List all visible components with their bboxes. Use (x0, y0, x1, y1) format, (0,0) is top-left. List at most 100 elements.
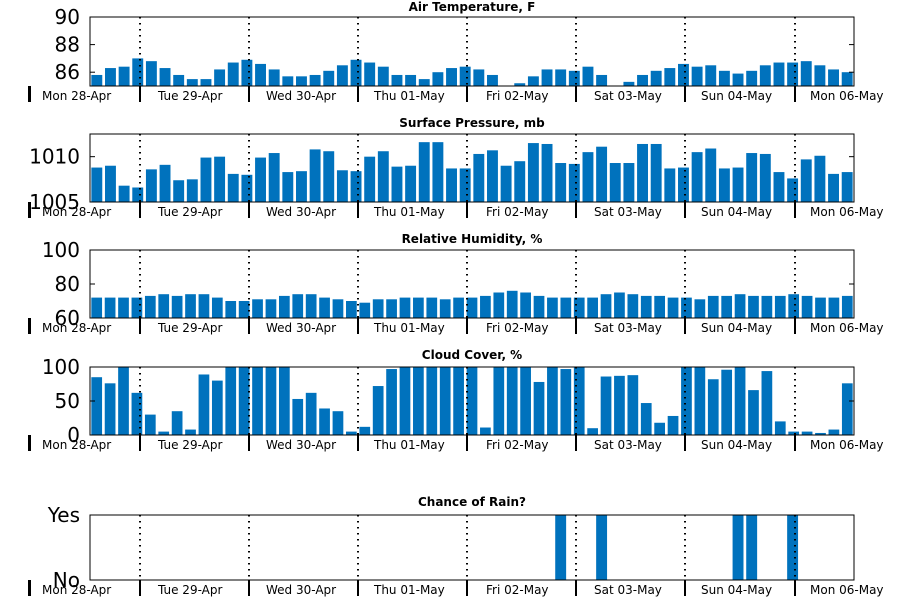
x-tick-label: Wed 30-Apr (266, 321, 336, 335)
chart-panel-2: Surface Pressure, mb 1005 1010 Mon 28-Apr Tu… (28, 116, 884, 219)
bar (609, 163, 621, 202)
bar (227, 173, 239, 202)
y-tick-label: 60 (55, 306, 80, 330)
bar (487, 150, 498, 202)
bar (268, 153, 280, 202)
bar (405, 74, 417, 86)
bar (773, 62, 785, 86)
bar (732, 167, 744, 202)
bar (372, 299, 384, 318)
x-tick-label: Sat 03-May (594, 89, 662, 103)
bar (640, 403, 652, 435)
bar (841, 383, 853, 435)
bar (241, 59, 253, 86)
x-tick-label: Mon 28-Apr (42, 583, 111, 597)
bar (466, 297, 478, 318)
bar (627, 375, 639, 435)
bar (453, 367, 464, 435)
bar (336, 65, 348, 86)
bar (185, 294, 196, 318)
bar (173, 74, 185, 86)
axis-marker (28, 86, 31, 102)
bar (787, 178, 799, 202)
bar (118, 367, 129, 435)
bar (705, 148, 717, 202)
bar (654, 295, 666, 318)
bar (555, 163, 567, 202)
bar (667, 415, 679, 435)
bar (694, 367, 706, 435)
x-tick-label: Sat 03-May (594, 205, 662, 219)
bar (500, 165, 512, 202)
bar (252, 367, 263, 435)
x-tick-label: Mon 06-May (810, 321, 884, 335)
axis-marker (28, 435, 31, 451)
bar (309, 74, 321, 86)
bar (694, 299, 706, 318)
bar (520, 367, 531, 435)
bar (815, 432, 826, 435)
bar (131, 392, 143, 435)
bar (346, 301, 357, 318)
bar (91, 297, 103, 318)
bar (667, 297, 679, 318)
bar (493, 292, 505, 318)
y-tick-label: 50 (55, 389, 80, 413)
x-tick-label: Fri 02-May (486, 89, 549, 103)
bar (439, 299, 451, 318)
axis-marker (28, 202, 31, 218)
bar (91, 167, 103, 202)
bar (614, 292, 625, 318)
bar (582, 66, 594, 86)
bar (144, 414, 156, 435)
bar (265, 299, 277, 318)
axis-marker (28, 580, 31, 596)
bar (480, 427, 491, 435)
bar (118, 66, 130, 86)
bar (681, 297, 692, 318)
bar (459, 168, 471, 202)
bar (527, 76, 539, 86)
bar (200, 157, 212, 202)
bar (268, 69, 280, 86)
bar (459, 66, 471, 86)
bar (573, 297, 585, 318)
x-tick-label: Wed 30-Apr (266, 89, 336, 103)
x-tick-label: Fri 02-May (486, 321, 549, 335)
bar (118, 297, 129, 318)
panel-frame (89, 514, 855, 581)
bar (323, 151, 335, 202)
bar (774, 421, 786, 435)
bar (386, 369, 397, 435)
bar (391, 166, 403, 202)
bar (627, 294, 639, 318)
bar (596, 515, 608, 580)
bar (173, 180, 185, 202)
bar (211, 297, 223, 318)
bar (787, 62, 799, 86)
bar (761, 371, 773, 435)
x-tick-label: Fri 02-May (486, 205, 549, 219)
bar (623, 81, 635, 86)
x-tick-label: Wed 30-Apr (266, 438, 336, 452)
panel-title: Surface Pressure, mb (399, 116, 545, 130)
bar (200, 79, 212, 86)
x-tick-label: Mon 28-Apr (42, 89, 111, 103)
bar (453, 297, 464, 318)
bar (296, 76, 307, 86)
bar (623, 163, 635, 202)
y-tick-label: 86 (55, 60, 80, 84)
bar (718, 168, 730, 202)
bar (238, 367, 250, 435)
bar (104, 297, 116, 318)
x-tick-label: Sun 04-May (701, 89, 772, 103)
y-tick-label: 90 (55, 5, 80, 29)
bar (159, 68, 171, 86)
x-tick-label: Mon 06-May (810, 89, 884, 103)
x-tick-label: Tue 29-Apr (157, 321, 222, 335)
bar (691, 152, 703, 202)
bar (541, 143, 553, 202)
bar (527, 143, 539, 202)
bar (746, 515, 758, 580)
x-tick-label: Sat 03-May (594, 438, 662, 452)
